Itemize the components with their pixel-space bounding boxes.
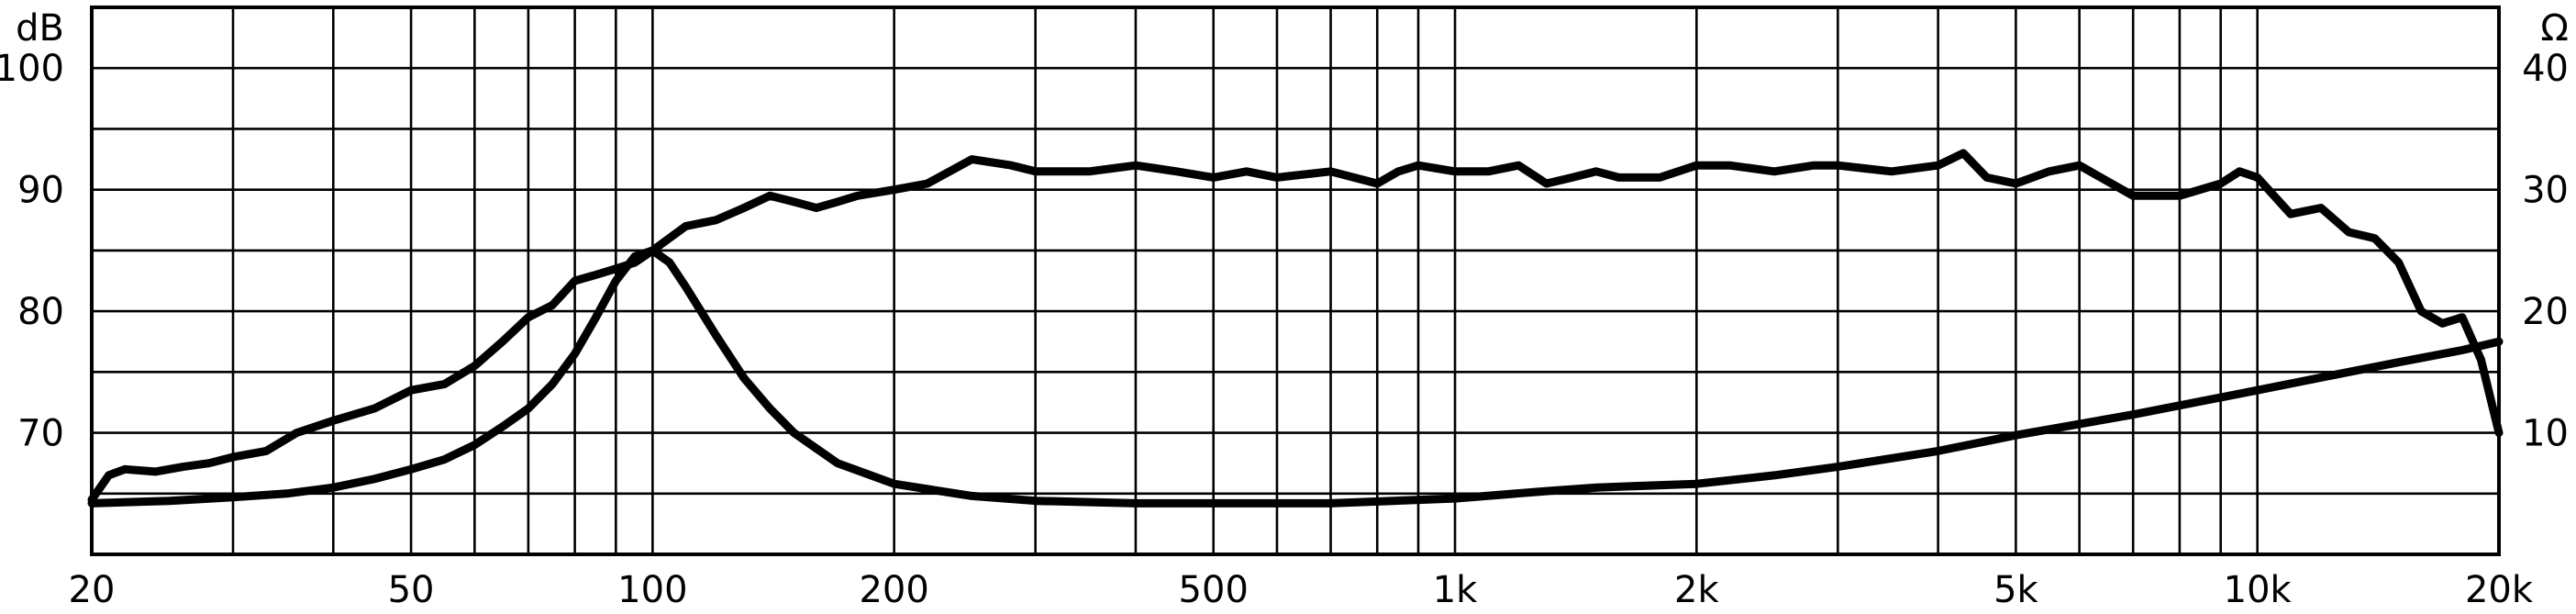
impedance-curve bbox=[87, 246, 2504, 508]
spl-curve bbox=[87, 149, 2504, 504]
right-y-tick-label: 40 bbox=[2522, 48, 2569, 90]
right-axis-unit-label: Ω bbox=[2540, 7, 2569, 50]
x-tick-label: 50 bbox=[388, 569, 435, 609]
left-axis-unit-label: dB bbox=[16, 7, 64, 50]
x-tick-label: 100 bbox=[617, 569, 687, 609]
left-y-tick-label: 80 bbox=[17, 291, 64, 333]
x-tick-label: 500 bbox=[1179, 569, 1249, 609]
plot-frame bbox=[90, 6, 2501, 556]
right-y-tick-label: 20 bbox=[2522, 291, 2569, 333]
right-y-tick-label: 30 bbox=[2522, 170, 2569, 212]
x-tick-label: 2k bbox=[1674, 569, 1719, 609]
x-tick-label: 200 bbox=[859, 569, 928, 609]
x-tick-label: 10k bbox=[2224, 569, 2293, 609]
label-layer: 20 50 100 200 500 1k 2k 5k 10k 20k 70 80 90 100 10 20 30… bbox=[0, 48, 2569, 611]
x-tick-label: 5k bbox=[1993, 569, 2038, 609]
x-tick-label: 1k bbox=[1433, 569, 1478, 609]
right-y-tick-label: 10 bbox=[2522, 413, 2569, 455]
x-tick-label: 20k bbox=[2465, 569, 2534, 609]
grid-layer bbox=[92, 7, 2499, 554]
left-y-tick-label: 90 bbox=[17, 170, 64, 212]
left-y-tick-label: 100 bbox=[0, 48, 64, 90]
x-tick-label: 20 bbox=[69, 569, 116, 609]
left-y-tick-label: 70 bbox=[17, 413, 64, 455]
series-layer bbox=[87, 149, 2504, 508]
